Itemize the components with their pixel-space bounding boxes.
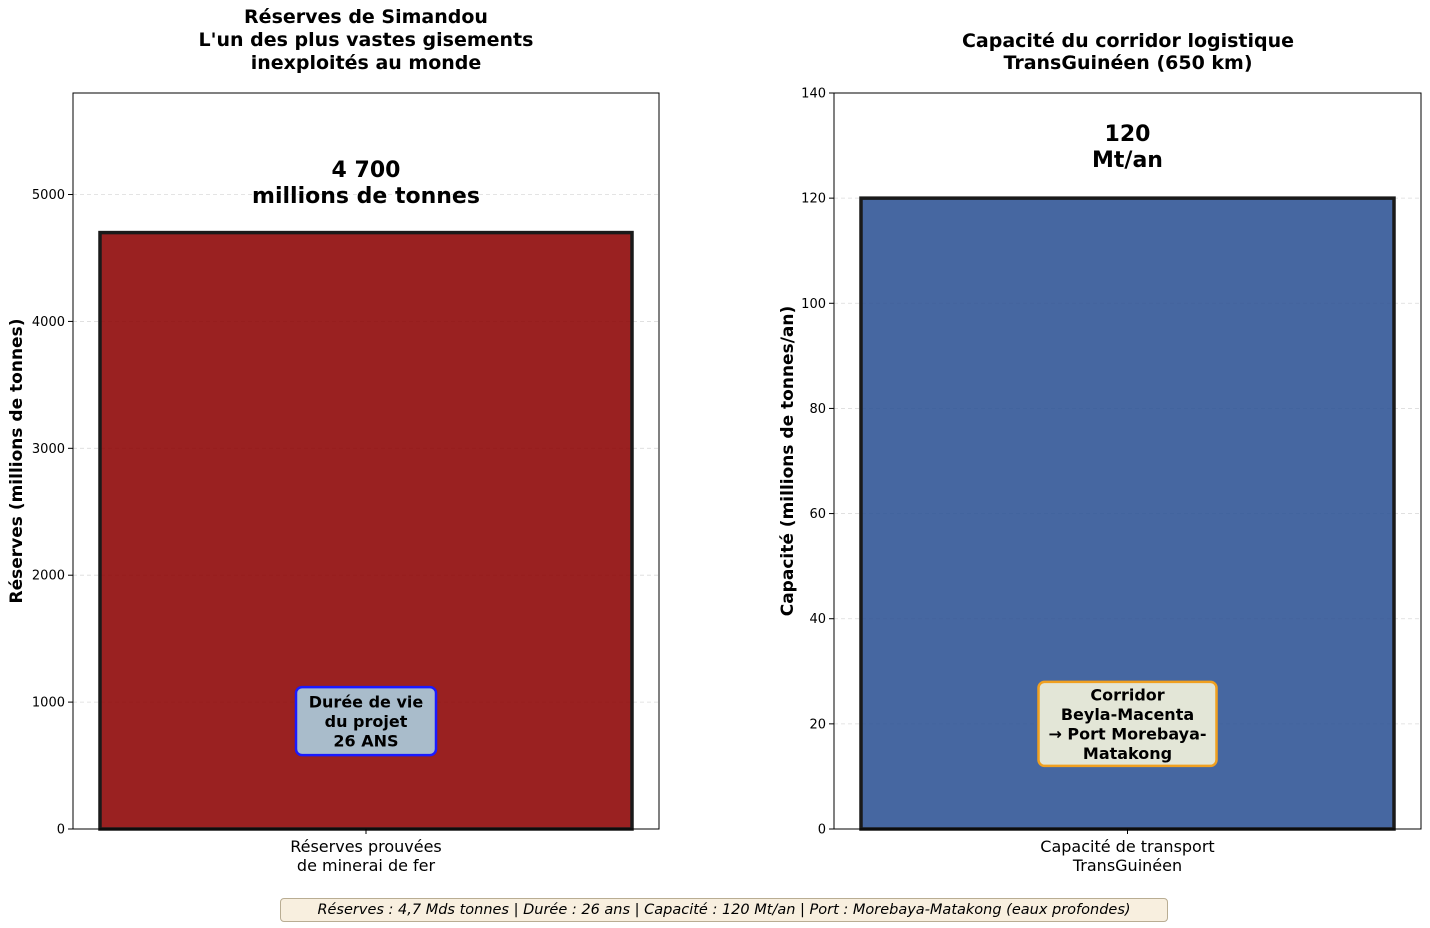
value-label: millions de tonnes	[252, 184, 480, 209]
annotation-text: Matakong	[1083, 744, 1172, 763]
y-tick-label: 100	[801, 297, 826, 312]
y-tick-label: 140	[801, 87, 826, 102]
annotation-text: 26 ANS	[333, 732, 398, 751]
annotation-text: Beyla-Macenta	[1061, 705, 1194, 724]
value-label: Mt/an	[1092, 148, 1163, 173]
footer-summary: Réserves : 4,7 Mds tonnes | Durée : 26 a…	[280, 898, 1168, 922]
annotation-box	[294, 685, 438, 757]
x-tick-label: Réserves prouvées	[290, 837, 442, 856]
y-tick-label: 2000	[32, 569, 65, 584]
y-tick-label: 0	[818, 823, 826, 838]
chart-title-line: Réserves de Simandou	[244, 6, 488, 28]
y-tick-label: 1000	[32, 696, 65, 711]
value-label: 4 700	[332, 158, 401, 183]
y-tick-label: 60	[809, 507, 826, 522]
y-tick-label: 0	[57, 823, 65, 838]
y-tick-label: 4000	[32, 315, 65, 330]
y-axis-label: Capacité (millions de tonnes/an)	[778, 306, 798, 617]
chart-panel-2: Capacité du corridor logistiqueTransGuin…	[778, 30, 1422, 875]
x-tick-label: Capacité de transport	[1040, 837, 1214, 856]
chart-title-line: inexploités au monde	[251, 52, 482, 74]
y-axis-label: Réserves (millions de tonnes)	[7, 319, 27, 604]
annotation-box	[1037, 680, 1218, 768]
x-tick-label: de minerai de fer	[297, 856, 436, 875]
chart-title-line: L'un des plus vastes gisements	[199, 29, 534, 51]
y-tick-label: 40	[809, 612, 826, 627]
value-label: 120	[1105, 122, 1151, 147]
y-tick-label: 120	[801, 192, 826, 207]
annotation-text: du projet	[325, 712, 408, 731]
chart-title-line: TransGuinéen (650 km)	[1003, 52, 1252, 74]
y-tick-label: 80	[809, 402, 826, 417]
annotation-text: Durée de vie	[309, 693, 424, 712]
y-tick-label: 3000	[32, 442, 65, 457]
y-tick-label: 20	[809, 717, 826, 732]
chart-title-line: Capacité du corridor logistique	[962, 30, 1294, 52]
annotation-text: Corridor	[1090, 686, 1164, 705]
y-tick-label: 5000	[32, 188, 65, 203]
x-tick-label: TransGuinéen	[1072, 856, 1182, 875]
annotation-text: → Port Morebaya-	[1048, 725, 1206, 744]
